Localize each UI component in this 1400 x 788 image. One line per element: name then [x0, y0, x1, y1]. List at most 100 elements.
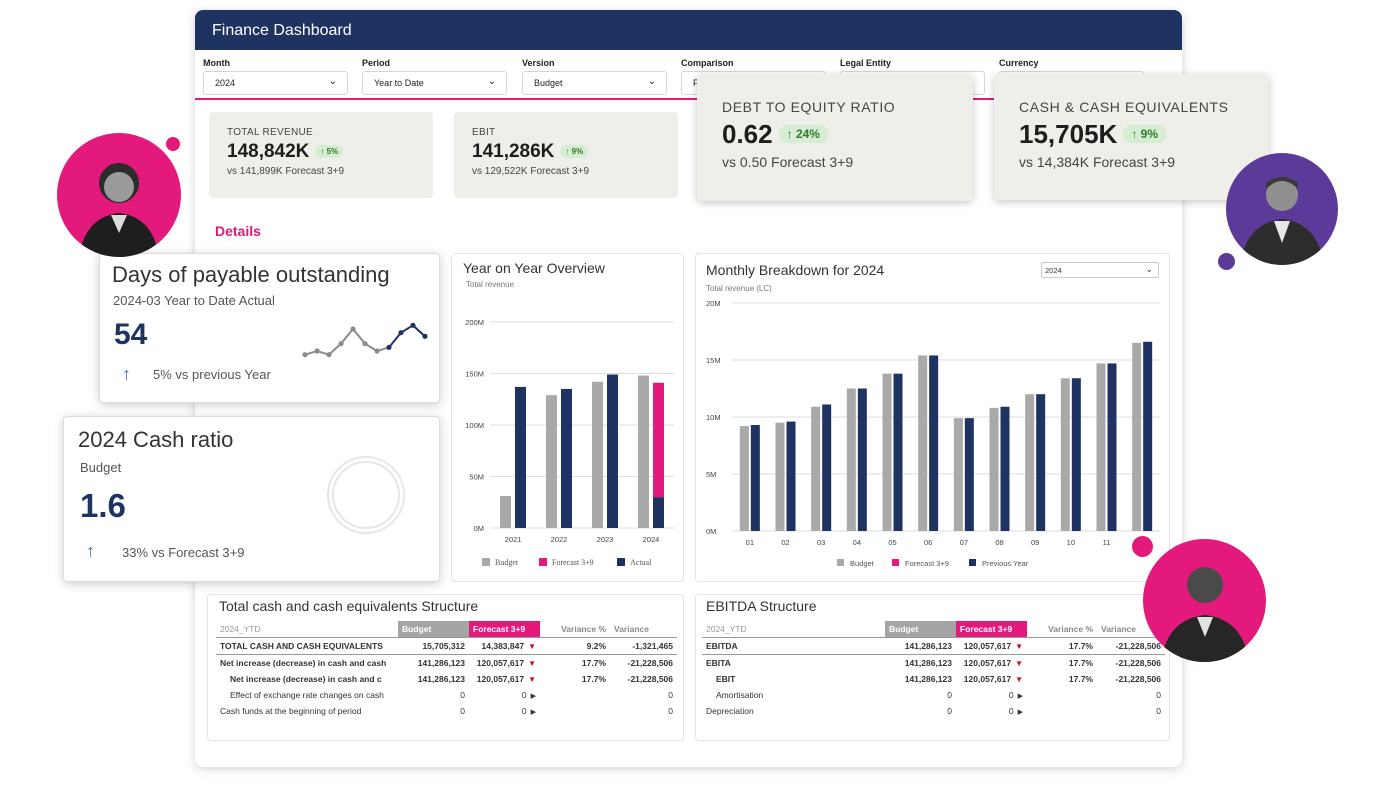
table-row[interactable]: TOTAL CASH AND CASH EQUIVALENTS 15,705,31…	[216, 637, 677, 655]
legend-label: Budget	[495, 558, 519, 567]
table-row[interactable]: Effect of exchange rate changes on cash 0…	[216, 687, 677, 703]
legend-label: Forecast 3+9	[552, 558, 594, 567]
avatar-man-bottom	[1143, 539, 1266, 662]
yoy-chart-card: Year on Year Overview Total revenue 200M…	[451, 253, 684, 582]
dpo-sparkline	[302, 322, 428, 358]
col-variance-pct: Variance %	[561, 624, 606, 634]
y-tick-label: 15M	[706, 356, 721, 365]
bar-budget	[846, 388, 856, 531]
kpi-value: 15,705K ↑ 9%	[1019, 119, 1244, 150]
yoy-chart-subtitle: Total revenue	[466, 280, 515, 289]
cell-variance-pct: 17.7%	[581, 674, 606, 684]
filter-label: Comparison	[681, 58, 734, 68]
cell-variance-pct	[540, 703, 610, 719]
bar-budget	[775, 422, 785, 531]
filter-value: F	[693, 78, 699, 88]
sparkline-point	[350, 326, 356, 332]
triangle-right-icon: ▶	[1017, 709, 1023, 716]
cell-variance-pct	[540, 687, 610, 703]
table-row[interactable]: Net increase (decrease) in cash and cash…	[216, 654, 677, 671]
kpi-title: EBIT	[472, 127, 496, 138]
bar-previous-year	[822, 404, 832, 531]
kpi-comparison: vs 129,522K Forecast 3+9	[472, 166, 590, 177]
monthly-chart-title: Monthly Breakdown for 2024	[706, 262, 885, 278]
cash-ratio-title: 2024 Cash ratio	[78, 427, 234, 452]
bar-budget	[882, 373, 892, 531]
table-row[interactable]: EBIT 141,286,123 120,057,617 ▼ 17.7% -21,228,…	[702, 671, 1165, 687]
cell-forecast: 0 ▶	[521, 690, 536, 700]
period-select[interactable]: Year to Date ⌄	[362, 71, 507, 95]
bar-budget	[739, 426, 749, 531]
bar-budget	[1096, 363, 1106, 531]
row-label: EBIT	[716, 674, 736, 684]
cell-variance: -21,228,506	[627, 674, 673, 684]
ebitda-structure-table: 2024_YTD Budget Forecast 3+9 Variance % …	[702, 621, 1165, 719]
kpi-badge: ↑ 24%	[778, 125, 828, 143]
filter-version[interactable]: Version Budget ⌄	[522, 58, 667, 95]
row-label: EBITDA	[702, 637, 885, 655]
x-tick-label: 09	[1031, 538, 1039, 547]
cash-table-title: Total cash and cash equivalents Structur…	[219, 598, 479, 614]
x-tick-label: 08	[995, 538, 1003, 547]
cell-budget: 0	[460, 690, 465, 700]
dpo-card: Days of payable outstanding 2024-03 Year…	[99, 253, 440, 403]
sparkline-point	[362, 341, 368, 347]
table-row[interactable]: Amortisation 0 0 ▶ 0	[702, 687, 1165, 703]
avatar-woman	[57, 133, 181, 257]
period-label: 2024_YTD	[220, 624, 261, 634]
row-label: Cash funds at the beginning of period	[220, 706, 362, 716]
x-tick-label: 2024	[643, 535, 660, 544]
legend-swatch	[617, 558, 625, 566]
month-select[interactable]: 2024 ⌄	[203, 71, 348, 95]
col-variance-pct: Variance %	[1048, 624, 1093, 634]
x-tick-label: 05	[888, 538, 896, 547]
year-select[interactable]: 2024 ⌄	[1041, 262, 1159, 278]
yoy-chart-title: Year on Year Overview	[463, 260, 605, 276]
bar-budget	[953, 418, 963, 531]
bar-previous-year	[929, 355, 939, 531]
cell-variance-pct: 17.7%	[1027, 637, 1097, 655]
table-row[interactable]: Cash funds at the beginning of period 0 0 ▶…	[216, 703, 677, 719]
kpi-comparison: vs 141,899K Forecast 3+9	[227, 166, 345, 177]
kpi-value: 148,842K ↑ 5%	[227, 141, 415, 163]
cell-variance: -1,321,465	[610, 637, 677, 655]
triangle-down-icon: ▼	[1015, 675, 1023, 684]
arrow-up-icon: ↑	[86, 541, 95, 561]
monthly-chart-subtitle: Total revenue (LC)	[706, 284, 772, 293]
kpi-comparison: vs 0.50 Forecast 3+9	[722, 154, 854, 170]
cell-variance-pct: 17.7%	[1027, 654, 1097, 671]
filter-month[interactable]: Month 2024 ⌄	[203, 58, 348, 95]
cell-variance-pct: 17.7%	[1068, 674, 1093, 684]
cell-variance: -21,228,506	[1097, 654, 1165, 671]
bar-budget	[989, 407, 999, 531]
cash-structure-table: 2024_YTD Budget Forecast 3+9 Variance % …	[216, 621, 677, 719]
sparkline-point	[422, 333, 428, 339]
cell-variance: 0	[668, 690, 673, 700]
period-label: 2024_YTD	[706, 624, 747, 634]
filter-period[interactable]: Period Year to Date ⌄	[362, 58, 507, 95]
row-label: EBITA	[702, 654, 885, 671]
kpi-value: 0.62 ↑ 24%	[722, 119, 948, 150]
col-variance: Variance	[1101, 624, 1136, 634]
legend-swatch	[539, 558, 547, 566]
table-row[interactable]: EBITA 141,286,123 120,057,617 ▼ 17.7% -21,228…	[702, 654, 1165, 671]
legend-swatch	[482, 558, 490, 566]
version-select[interactable]: Budget ⌄	[522, 71, 667, 95]
year-select-value: 2024	[1045, 266, 1062, 275]
cell-variance-pct: 17.7%	[540, 654, 610, 671]
triangle-down-icon: ▼	[1015, 642, 1023, 651]
x-tick-label: 02	[781, 538, 789, 547]
table-row[interactable]: Depreciation 0 0 ▶ 0	[702, 703, 1165, 719]
cell-variance: -21,228,506	[610, 654, 677, 671]
kpi-debt-to-equity: DEBT TO EQUITY RATIO 0.62 ↑ 24% vs 0.50 F…	[697, 74, 973, 201]
cell-forecast: 0 ▶	[521, 706, 536, 716]
cell-forecast: 0 ▶	[1008, 690, 1023, 700]
sparkline-point	[326, 352, 332, 358]
table-row[interactable]: Net increase (decrease) in cash and c 141…	[216, 671, 677, 687]
y-tick-label: 200M	[465, 318, 484, 327]
table-row[interactable]: EBITDA 141,286,123 120,057,617 ▼ 17.7% -21,22…	[702, 637, 1165, 655]
legend-swatch	[837, 559, 844, 566]
bar-budget	[1025, 394, 1035, 531]
cash-structure-card: Total cash and cash equivalents Structur…	[207, 594, 684, 741]
dpo-change: 5% vs previous Year	[153, 367, 271, 382]
